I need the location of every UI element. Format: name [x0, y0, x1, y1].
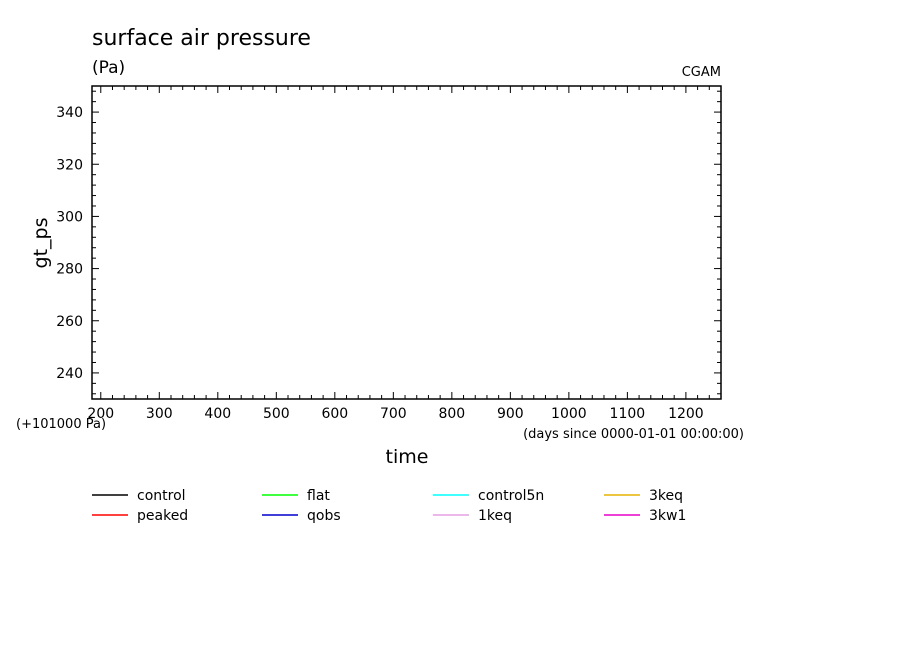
chart-source: CGAM	[682, 65, 721, 80]
x-tick-label: 400	[204, 406, 231, 422]
legend: control peaked flat qobs control5n 1keq 3keq 3k…	[92, 488, 686, 524]
legend-label-flat: flat	[307, 488, 330, 504]
legend-label-qobs: qobs	[307, 508, 341, 524]
y-tick-label: 260	[56, 314, 83, 330]
x-tick-label: 600	[321, 406, 348, 422]
x-tick-label: 200	[87, 406, 114, 422]
y-tick-label: 240	[56, 366, 83, 382]
x-units-label: (days since 0000-01-01 00:00:00)	[523, 427, 744, 442]
y-tick-label: 300	[56, 209, 83, 225]
legend-label-1keq: 1keq	[478, 508, 512, 524]
y-offset-label: (+101000 Pa)	[16, 417, 106, 432]
legend-label-peaked: peaked	[137, 508, 188, 524]
y-axis: 240 260 280 300 320 340	[56, 90, 721, 395]
y-axis-title: gt_ps	[30, 218, 52, 269]
x-tick-label: 700	[380, 406, 407, 422]
x-tick-label: 500	[263, 406, 290, 422]
legend-label-3keq: 3keq	[649, 488, 683, 504]
chart-title: surface air pressure	[92, 26, 311, 51]
y-tick-label: 280	[56, 262, 83, 278]
x-tick-label: 1100	[610, 406, 646, 422]
y-tick-label: 320	[56, 157, 83, 173]
chart-units: (Pa)	[92, 58, 125, 78]
x-tick-label: 800	[438, 406, 465, 422]
x-tick-label: 900	[497, 406, 524, 422]
x-axis-title: time	[386, 446, 429, 468]
x-tick-label: 1000	[551, 406, 587, 422]
x-axis: 200 300 400 500 600 700 800 900 1000 1100 1200	[87, 86, 722, 422]
y-tick-label: 340	[56, 105, 83, 121]
x-tick-label: 1200	[668, 406, 704, 422]
legend-label-control: control	[137, 488, 186, 504]
x-tick-label: 300	[146, 406, 173, 422]
legend-label-3kw1: 3kw1	[649, 508, 686, 524]
plot-frame	[91, 85, 722, 400]
legend-label-control5n: control5n	[478, 488, 544, 504]
